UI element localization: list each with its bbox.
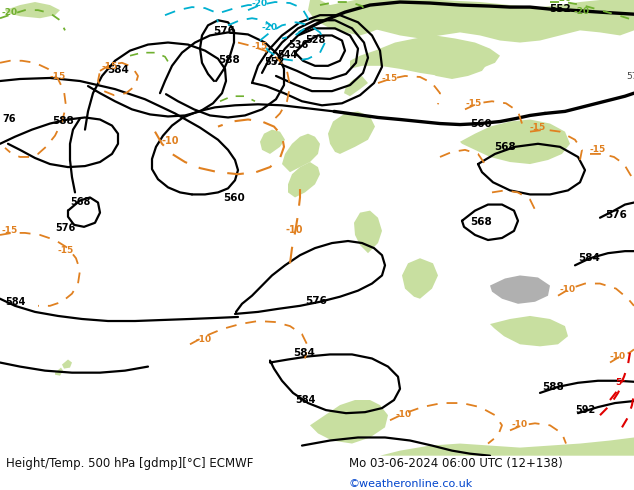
Text: Height/Temp. 500 hPa [gdmp][°C] ECMWF: Height/Temp. 500 hPa [gdmp][°C] ECMWF (6, 457, 254, 469)
Text: -10: -10 (286, 225, 304, 235)
Polygon shape (55, 368, 63, 376)
Text: 57: 57 (626, 72, 634, 81)
Text: 584: 584 (295, 395, 315, 405)
Text: 560: 560 (470, 119, 492, 128)
Text: 5: 5 (615, 378, 621, 387)
Text: 584: 584 (293, 348, 315, 359)
Polygon shape (354, 211, 382, 253)
Text: -20: -20 (573, 7, 589, 16)
Text: -15: -15 (58, 246, 74, 255)
Text: -20: -20 (262, 24, 278, 32)
Text: -10: -10 (610, 352, 626, 362)
Text: 576: 576 (605, 210, 627, 220)
Polygon shape (310, 400, 388, 443)
Text: 552: 552 (549, 4, 571, 14)
Polygon shape (308, 0, 380, 35)
Polygon shape (425, 52, 488, 79)
Text: 588: 588 (542, 382, 564, 392)
Text: ©weatheronline.co.uk: ©weatheronline.co.uk (349, 479, 473, 489)
Polygon shape (282, 134, 320, 172)
Text: 560: 560 (223, 193, 245, 202)
Polygon shape (310, 0, 634, 43)
Text: -20: -20 (252, 0, 268, 8)
Text: 584: 584 (107, 65, 129, 75)
Text: 528: 528 (305, 34, 325, 45)
Text: -20: -20 (555, 0, 571, 3)
Polygon shape (350, 35, 500, 76)
Text: 76: 76 (2, 114, 15, 123)
Text: 544: 544 (277, 49, 297, 60)
Text: -15: -15 (252, 42, 268, 50)
Text: -20: -20 (2, 8, 18, 17)
Polygon shape (460, 120, 570, 164)
Text: 588: 588 (52, 116, 74, 125)
Text: -15: -15 (590, 145, 606, 154)
Text: 568: 568 (470, 217, 492, 227)
Text: 584: 584 (578, 253, 600, 263)
Text: 576: 576 (305, 296, 327, 306)
Text: 584: 584 (5, 297, 25, 307)
Text: -10: -10 (162, 136, 179, 146)
Text: -15: -15 (382, 74, 398, 83)
Text: 552: 552 (264, 57, 284, 67)
Polygon shape (260, 130, 285, 154)
Polygon shape (288, 162, 320, 197)
Text: -10: -10 (395, 410, 411, 419)
Text: -10: -10 (512, 420, 528, 429)
Text: -15: -15 (102, 62, 119, 71)
Text: -10: -10 (560, 285, 576, 294)
Text: -15: -15 (2, 226, 18, 235)
Text: 592: 592 (575, 405, 595, 415)
Polygon shape (328, 111, 375, 154)
Text: 536: 536 (288, 40, 308, 49)
Polygon shape (490, 316, 568, 346)
Polygon shape (402, 258, 438, 299)
Text: 576: 576 (213, 26, 235, 36)
Text: 568: 568 (70, 196, 91, 207)
Polygon shape (62, 360, 72, 368)
Text: 568: 568 (494, 142, 515, 152)
Text: 588: 588 (218, 55, 240, 65)
Text: Mo 03-06-2024 06:00 UTC (12+138): Mo 03-06-2024 06:00 UTC (12+138) (349, 457, 562, 469)
Polygon shape (490, 275, 550, 304)
Text: 576: 576 (55, 223, 75, 233)
Text: -15: -15 (465, 99, 481, 108)
Text: -15: -15 (50, 72, 66, 81)
Text: -10: -10 (195, 335, 211, 344)
Text: -15: -15 (530, 122, 547, 132)
Polygon shape (5, 2, 60, 18)
Polygon shape (344, 76, 368, 96)
Polygon shape (380, 438, 634, 456)
